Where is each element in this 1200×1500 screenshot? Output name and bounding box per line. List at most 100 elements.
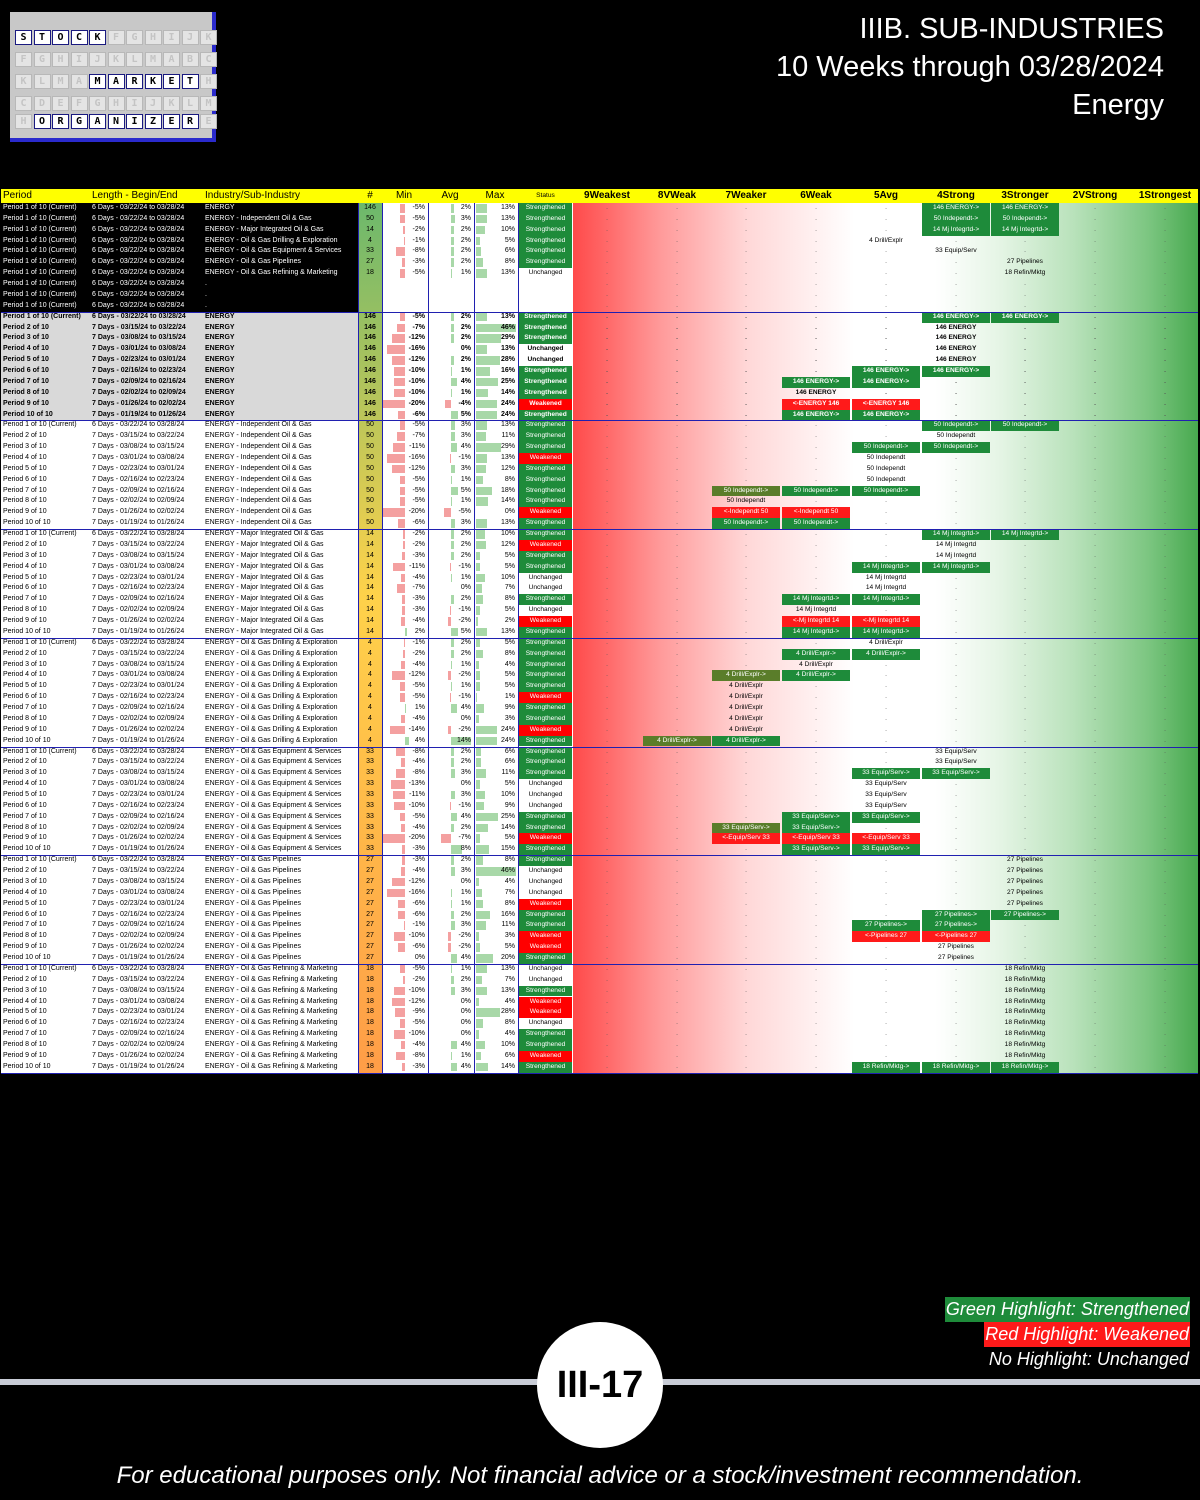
industry-cell: ENERGY - Oil & Gas Pipelines bbox=[205, 943, 301, 951]
min-bar bbox=[397, 323, 405, 333]
status-cell: Weakened bbox=[519, 1007, 572, 1019]
band-cell-empty: . bbox=[815, 301, 817, 309]
period-cell: Period 9 of 10 bbox=[3, 1051, 47, 1059]
band-cell-empty: . bbox=[1024, 432, 1026, 440]
band-cell-empty: . bbox=[955, 1040, 957, 1048]
period-cell: Period 7 of 10 bbox=[3, 921, 47, 929]
band-cell-empty: . bbox=[1024, 823, 1026, 831]
band-cell-empty: . bbox=[1094, 856, 1096, 864]
column-divider bbox=[358, 203, 359, 1074]
band-cell-empty: . bbox=[885, 606, 887, 614]
band-cell-empty: . bbox=[1094, 790, 1096, 798]
max-bar bbox=[476, 812, 498, 822]
min-cell: -14% bbox=[408, 725, 425, 733]
table-row: Period 6 of 10 7 Days - 02/16/24 to 02/23… bbox=[1, 1018, 1198, 1029]
status-cell: Strengthened bbox=[519, 431, 572, 443]
period-cell: Period 8 of 10 bbox=[3, 606, 47, 614]
length-cell: 7 Days - 02/23/24 to 03/01/24 bbox=[92, 573, 185, 581]
band-cell: 50 Independt bbox=[936, 432, 976, 440]
avg-bar bbox=[451, 519, 456, 528]
avg-cell: 2% bbox=[460, 258, 471, 266]
min-bar bbox=[403, 638, 405, 648]
length-cell: 7 Days - 02/23/24 to 03/01/24 bbox=[92, 1008, 185, 1016]
band-cell-empty: . bbox=[885, 986, 887, 994]
band-cell-empty: . bbox=[885, 954, 887, 962]
period-cell: Period 2 of 10 bbox=[3, 323, 49, 331]
length-cell: 7 Days - 02/02/24 to 02/09/24 bbox=[92, 606, 185, 614]
min-cell: -2% bbox=[412, 540, 425, 548]
band-cell-empty: . bbox=[606, 725, 608, 733]
logo-letter: Z bbox=[144, 114, 162, 129]
avg-cell bbox=[429, 290, 473, 301]
band-cell-empty: . bbox=[885, 899, 887, 907]
band-cell: 18 Refin/Mktg bbox=[1004, 1040, 1046, 1048]
min-cell: -4% bbox=[412, 660, 425, 668]
band-cell-empty: . bbox=[1094, 312, 1096, 320]
industry-cell: ENERGY - Major Integrated Oil & Gas bbox=[205, 225, 324, 233]
industry-cell: ENERGY - Oil & Gas Pipelines bbox=[205, 258, 301, 266]
status-cell: Strengthened bbox=[519, 1061, 572, 1073]
count-cell: 4 bbox=[368, 660, 372, 668]
band-cell-empty: . bbox=[1024, 704, 1026, 712]
length-cell: 7 Days - 03/08/24 to 03/15/24 bbox=[92, 769, 185, 777]
band-cell-empty: . bbox=[1164, 910, 1166, 918]
band-cell-empty: . bbox=[885, 551, 887, 559]
band-cell-empty: . bbox=[745, 475, 747, 483]
count-cell: 146 bbox=[364, 388, 376, 396]
band-cell-empty: . bbox=[815, 975, 817, 983]
table-row: Period 10 of 10 7 Days - 01/19/24 to 01/2… bbox=[1, 409, 1198, 421]
status-cell: Strengthened bbox=[519, 322, 572, 334]
band-cell-empty: . bbox=[606, 367, 608, 375]
avg-bar bbox=[451, 823, 454, 833]
band-cell: 18 Refin/Mktg bbox=[1004, 1019, 1046, 1027]
industry-cell: ENERGY - Oil & Gas Equipment & Services bbox=[205, 758, 342, 766]
band-cell-empty: . bbox=[1164, 823, 1166, 831]
band-cell-empty: . bbox=[1094, 649, 1096, 657]
table-row: Period 9 of 10 7 Days - 01/26/24 to 02/02… bbox=[1, 507, 1198, 519]
length-cell: 7 Days - 02/23/24 to 03/01/24 bbox=[92, 682, 185, 690]
min-bar bbox=[401, 258, 405, 267]
band-cell-empty: . bbox=[606, 410, 608, 418]
band-cell-empty: . bbox=[1164, 845, 1166, 853]
avg-cell: 2% bbox=[460, 225, 471, 233]
table-row: Period 1 of 10 (Current) 6 Days - 03/22/2… bbox=[1, 964, 1198, 975]
count-cell: 4 bbox=[368, 638, 372, 646]
min-bar bbox=[399, 682, 405, 691]
avg-cell: 2% bbox=[460, 649, 471, 657]
count-cell: 4 bbox=[368, 704, 372, 712]
length-cell: 7 Days - 03/08/24 to 03/15/24 bbox=[92, 660, 185, 668]
status-cell: Strengthened bbox=[519, 366, 572, 377]
header-sector: Energy bbox=[1072, 89, 1164, 121]
count-cell: 33 bbox=[366, 758, 374, 766]
band-cell-empty: . bbox=[1094, 845, 1096, 853]
status-cell: Unchanged bbox=[527, 345, 564, 353]
logo-letter: R bbox=[52, 114, 69, 129]
column-divider bbox=[428, 203, 429, 1074]
min-cell bbox=[383, 301, 427, 312]
avg-bar bbox=[451, 964, 453, 974]
band-cell-empty: . bbox=[745, 410, 747, 418]
table-row: Period 4 of 10 7 Days - 03/01/24 to 03/08… bbox=[1, 779, 1198, 790]
status-cell bbox=[519, 290, 572, 301]
status-cell: Weakened bbox=[519, 507, 572, 519]
status-cell: Strengthened bbox=[519, 1039, 572, 1051]
max-bar bbox=[476, 1062, 489, 1072]
band-cell-empty: . bbox=[1164, 758, 1166, 766]
avg-cell: 0% bbox=[460, 1030, 471, 1038]
min-cell: -4% bbox=[412, 1040, 425, 1048]
count-cell: 27 bbox=[366, 888, 374, 896]
band-cell-empty: . bbox=[1094, 954, 1096, 962]
band-cell-empty: . bbox=[885, 704, 887, 712]
band-cell-empty: . bbox=[1094, 258, 1096, 266]
band-cell-empty: . bbox=[1164, 867, 1166, 875]
avg-bar bbox=[451, 377, 457, 387]
band-cell-empty: . bbox=[885, 682, 887, 690]
status-cell bbox=[519, 279, 572, 290]
min-cell: -9% bbox=[412, 1008, 425, 1016]
status-cell: Strengthened bbox=[519, 909, 572, 921]
band-cell-empty: . bbox=[955, 454, 957, 461]
band-cell-empty: . bbox=[815, 758, 817, 766]
band-cell-empty: . bbox=[676, 421, 678, 429]
band-cell-empty: . bbox=[1164, 269, 1166, 277]
band-cell-empty: . bbox=[1024, 508, 1026, 516]
